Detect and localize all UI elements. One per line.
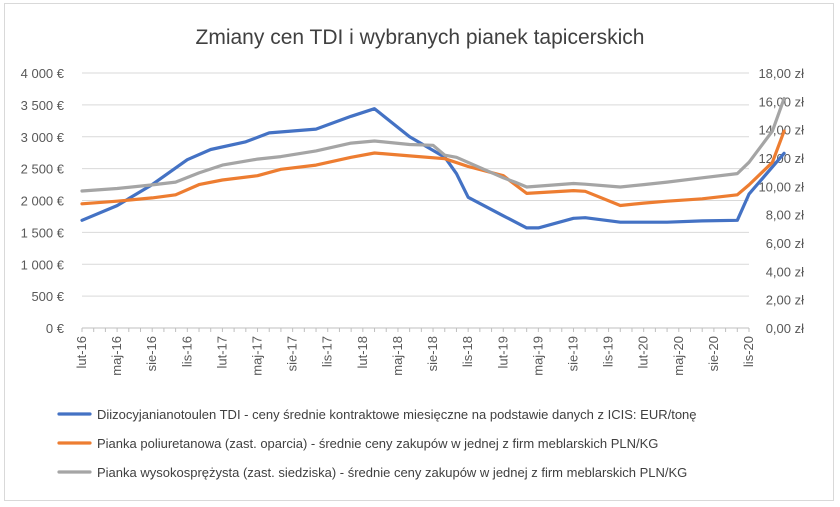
left-tick-label: 0 € bbox=[46, 321, 65, 336]
x-tick-label: sie-16 bbox=[144, 336, 159, 371]
right-tick-label: 6,00 zł bbox=[766, 236, 804, 251]
x-tick-label: sie-18 bbox=[425, 336, 440, 371]
x-tick-label: maj-16 bbox=[109, 336, 124, 376]
left-tick-label: 1 500 € bbox=[21, 225, 65, 240]
left-tick-label: 2 000 € bbox=[21, 194, 65, 209]
x-tick-label: lis-18 bbox=[460, 336, 475, 367]
x-tick-label: lis-17 bbox=[320, 336, 335, 367]
x-tick-label: sie-20 bbox=[706, 336, 721, 371]
left-tick-label: 1 000 € bbox=[21, 257, 65, 272]
right-tick-label: 2,00 zł bbox=[766, 293, 804, 308]
left-tick-label: 2 500 € bbox=[21, 162, 65, 177]
x-tick-label: lis-19 bbox=[601, 336, 616, 367]
legend-label-1: Diizocyjanianotoulen TDI - ceny średnie … bbox=[97, 407, 697, 422]
series-line-3 bbox=[80, 96, 786, 193]
x-tick-label: lut-20 bbox=[636, 336, 651, 369]
x-tick-label: sie-17 bbox=[285, 336, 300, 371]
left-tick-label: 3 500 € bbox=[21, 98, 65, 113]
x-tick-label: lis-20 bbox=[741, 336, 756, 367]
left-y-axis: 0 € 500 € 1 000 € 1 500 € 2 000 € 2 500 € 3 00… bbox=[21, 66, 65, 336]
x-tick-label: maj-20 bbox=[671, 336, 686, 376]
right-tick-label: 4,00 zł bbox=[766, 264, 804, 279]
chart-title: Zmiany cen TDI i wybranych pianek tapice… bbox=[196, 26, 645, 49]
x-axis: lut-16 maj-16 sie-16 lis-16 lut-17 maj-17 sie-… bbox=[74, 327, 756, 376]
x-tick-label: lut-18 bbox=[355, 336, 370, 369]
x-tick-label: lut-16 bbox=[74, 336, 89, 369]
legend-label-3: Pianka wysokosprężysta (zast. siedziska)… bbox=[97, 465, 687, 480]
series-line-2 bbox=[80, 129, 786, 208]
x-tick-label: sie-19 bbox=[565, 336, 580, 371]
right-tick-label: 0,00 zł bbox=[766, 321, 804, 336]
left-tick-label: 4 000 € bbox=[21, 66, 65, 81]
legend-label-2: Pianka poliuretanowa (zast. oparcia) - ś… bbox=[97, 436, 658, 451]
x-tick-label: maj-17 bbox=[250, 336, 265, 376]
legend: Diizocyjanianotoulen TDI - ceny średnie … bbox=[57, 407, 697, 480]
x-tick-label: lis-16 bbox=[179, 336, 194, 367]
x-tick-label: lut-17 bbox=[214, 336, 229, 369]
right-tick-label: 8,00 zł bbox=[766, 208, 804, 223]
right-tick-label: 10,00 zł bbox=[758, 179, 804, 194]
x-tick-label: maj-18 bbox=[390, 336, 405, 376]
x-tick-label: lut-19 bbox=[495, 336, 510, 369]
gridlines bbox=[82, 72, 749, 329]
series-line-1 bbox=[80, 107, 786, 230]
left-tick-label: 3 000 € bbox=[21, 130, 65, 145]
right-tick-label: 18,00 zł bbox=[758, 66, 804, 81]
chart-frame bbox=[4, 3, 834, 501]
left-tick-label: 500 € bbox=[31, 289, 64, 304]
x-tick-label: maj-19 bbox=[530, 336, 545, 376]
series-lines bbox=[80, 96, 786, 230]
